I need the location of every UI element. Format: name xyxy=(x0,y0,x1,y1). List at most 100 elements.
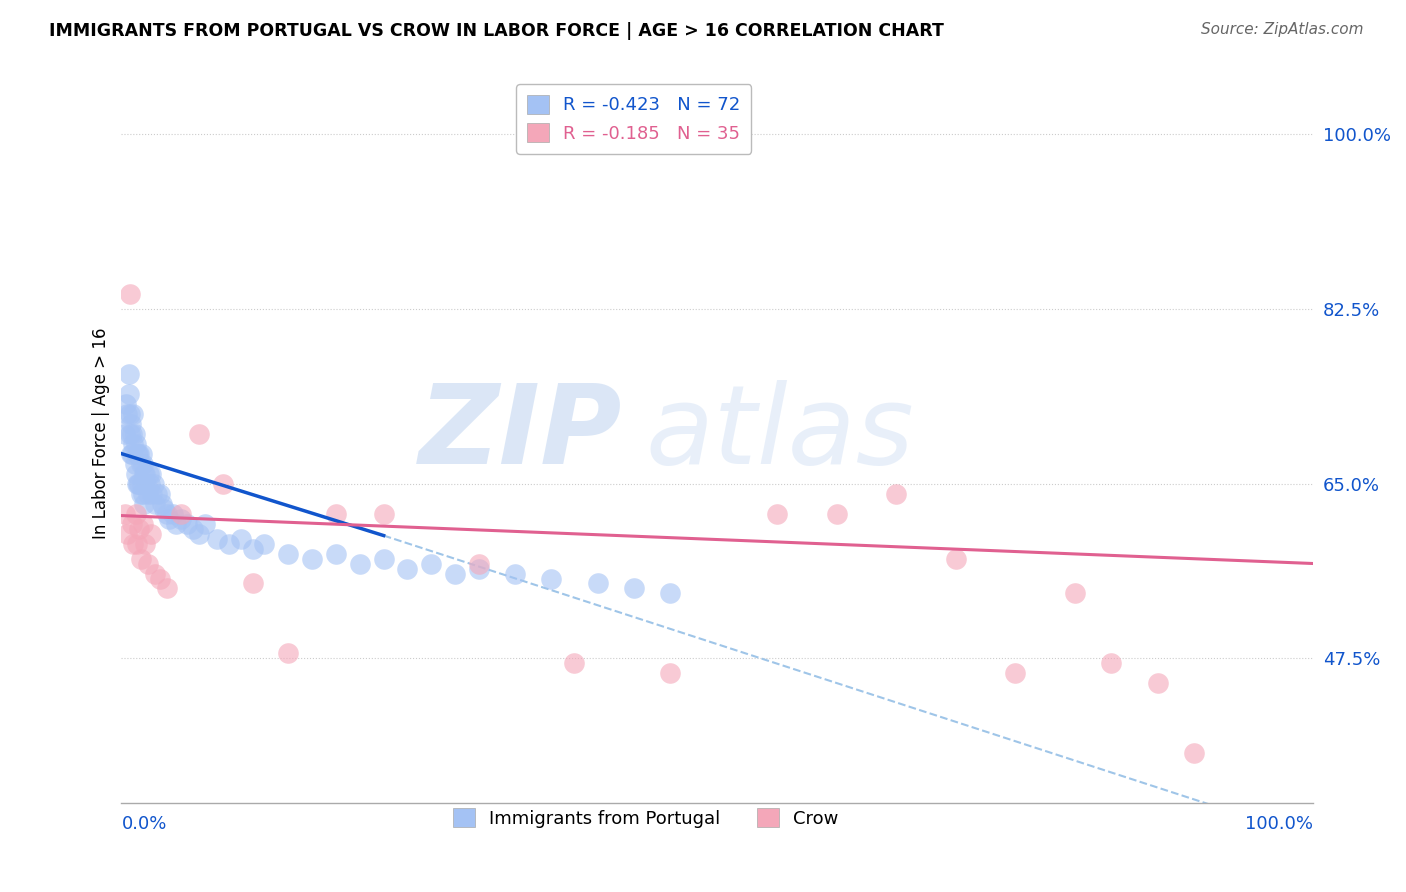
Point xyxy=(125,507,148,521)
Point xyxy=(125,436,148,450)
Point xyxy=(120,417,142,431)
Point xyxy=(658,586,681,600)
Point xyxy=(181,522,204,536)
Point xyxy=(136,557,159,571)
Point xyxy=(373,507,395,521)
Point xyxy=(132,516,155,531)
Point xyxy=(766,507,789,521)
Point xyxy=(128,447,150,461)
Point xyxy=(124,426,146,441)
Text: ZIP: ZIP xyxy=(419,380,621,487)
Point xyxy=(125,536,148,550)
Point xyxy=(127,447,149,461)
Point xyxy=(125,447,148,461)
Point xyxy=(132,457,155,471)
Legend: Immigrants from Portugal, Crow: Immigrants from Portugal, Crow xyxy=(446,801,845,835)
Point xyxy=(118,426,141,441)
Point xyxy=(122,407,145,421)
Point xyxy=(658,666,681,681)
Point xyxy=(134,467,156,481)
Point xyxy=(156,507,179,521)
Point xyxy=(118,407,141,421)
Point xyxy=(277,647,299,661)
Point xyxy=(229,532,252,546)
Point xyxy=(242,541,264,556)
Point xyxy=(120,447,142,461)
Text: atlas: atlas xyxy=(645,380,914,487)
Point xyxy=(132,467,155,481)
Point xyxy=(1064,586,1087,600)
Point xyxy=(132,486,155,500)
Point xyxy=(138,467,160,481)
Point xyxy=(187,526,209,541)
Point xyxy=(187,426,209,441)
Point xyxy=(129,457,152,471)
Point xyxy=(131,476,153,491)
Point xyxy=(468,561,491,575)
Point xyxy=(141,526,163,541)
Point xyxy=(142,476,165,491)
Point xyxy=(127,476,149,491)
Point xyxy=(1099,657,1122,671)
Point xyxy=(623,582,645,596)
Point xyxy=(1182,747,1205,761)
Point xyxy=(121,426,143,441)
Point xyxy=(146,486,169,500)
Text: Source: ZipAtlas.com: Source: ZipAtlas.com xyxy=(1201,22,1364,37)
Point xyxy=(132,497,155,511)
Point xyxy=(128,476,150,491)
Point xyxy=(124,457,146,471)
Point xyxy=(586,576,609,591)
Point xyxy=(945,551,967,566)
Point xyxy=(396,561,419,575)
Point xyxy=(139,476,162,491)
Point xyxy=(143,566,166,581)
Point xyxy=(114,426,136,441)
Point xyxy=(117,407,139,421)
Point xyxy=(135,476,157,491)
Point xyxy=(325,507,347,521)
Point xyxy=(170,511,193,525)
Text: 100.0%: 100.0% xyxy=(1246,815,1313,833)
Point xyxy=(205,532,228,546)
Point xyxy=(128,522,150,536)
Point xyxy=(153,501,176,516)
Point xyxy=(503,566,526,581)
Point xyxy=(277,547,299,561)
Point xyxy=(125,467,148,481)
Point xyxy=(122,536,145,550)
Point xyxy=(117,526,139,541)
Point xyxy=(117,386,139,401)
Y-axis label: In Labor Force | Age > 16: In Labor Force | Age > 16 xyxy=(93,328,110,540)
Point xyxy=(125,476,148,491)
Point xyxy=(884,486,907,500)
Point xyxy=(129,551,152,566)
Point xyxy=(165,516,187,531)
Point xyxy=(134,536,156,550)
Point xyxy=(253,536,276,550)
Point xyxy=(157,511,180,525)
Point xyxy=(121,447,143,461)
Point xyxy=(148,572,170,586)
Point xyxy=(117,367,139,381)
Point xyxy=(156,582,179,596)
Point xyxy=(176,516,198,531)
Text: 0.0%: 0.0% xyxy=(121,815,167,833)
Point xyxy=(540,572,562,586)
Point xyxy=(349,557,371,571)
Point xyxy=(301,551,323,566)
Point xyxy=(136,486,159,500)
Point xyxy=(444,566,467,581)
Text: IMMIGRANTS FROM PORTUGAL VS CROW IN LABOR FORCE | AGE > 16 CORRELATION CHART: IMMIGRANTS FROM PORTUGAL VS CROW IN LABO… xyxy=(49,22,943,40)
Point xyxy=(242,576,264,591)
Point xyxy=(115,397,138,411)
Point xyxy=(162,507,184,521)
Point xyxy=(150,497,173,511)
Point xyxy=(114,507,136,521)
Point xyxy=(121,516,143,531)
Point xyxy=(211,476,233,491)
Point xyxy=(562,657,585,671)
Point xyxy=(325,547,347,561)
Point xyxy=(131,447,153,461)
Point xyxy=(143,497,166,511)
